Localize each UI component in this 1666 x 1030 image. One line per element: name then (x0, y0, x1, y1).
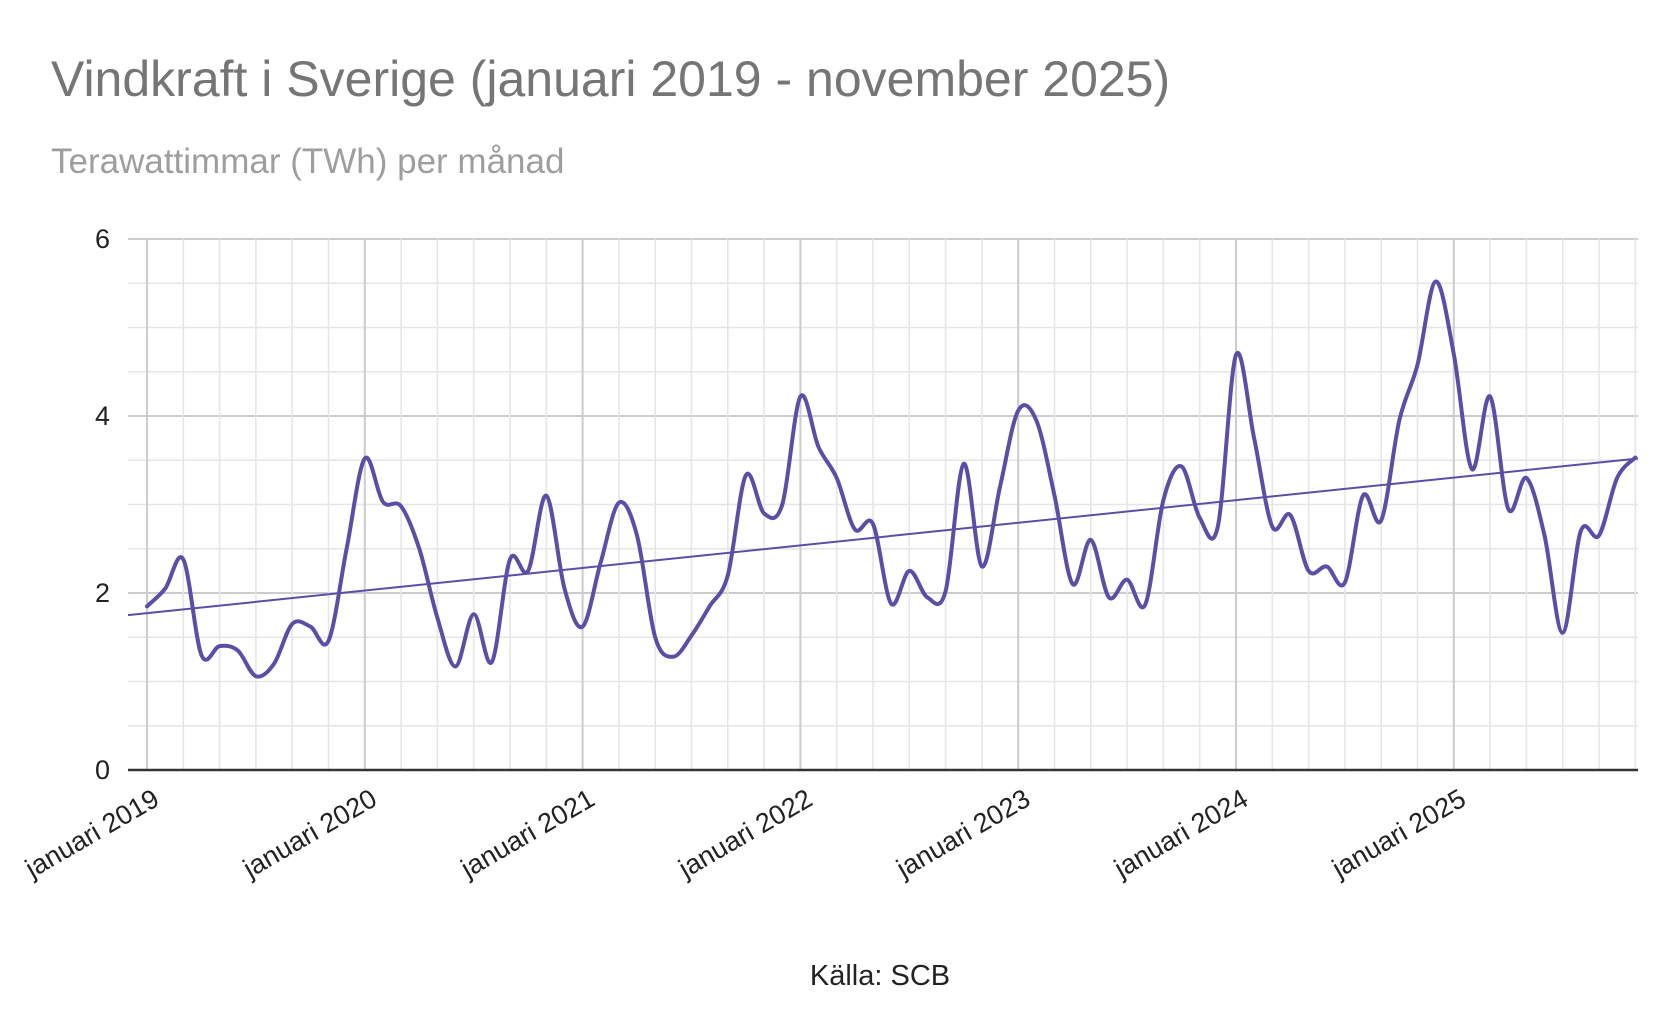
x-tick-label: januari 2019 (19, 783, 164, 884)
x-tick-label: januari 2021 (455, 783, 600, 884)
y-tick-label: 4 (95, 401, 110, 431)
grid-lines (128, 238, 1638, 770)
y-tick-label: 2 (95, 578, 110, 608)
y-axis-labels: 0 2 4 6 (95, 224, 110, 785)
x-tick-label: januari 2024 (1108, 783, 1253, 884)
x-tick-label: januari 2020 (237, 783, 382, 884)
trend-line (127, 457, 1639, 617)
x-axis-labels: januari 2019 januari 2020 januari 2021 janu… (19, 783, 1470, 884)
x-tick-label: januari 2023 (891, 783, 1036, 884)
y-tick-label: 6 (95, 224, 110, 254)
series-line (145, 279, 1638, 679)
chart-subtitle: Terawattimmar (TWh) per månad (51, 142, 565, 181)
chart-title: Vindkraft i Sverige (januari 2019 - nove… (51, 51, 1171, 107)
x-axis-title: Källa: SCB (810, 960, 950, 992)
trendline (127, 457, 1639, 617)
x-tick-label: januari 2022 (673, 783, 818, 884)
y-tick-label: 0 (95, 755, 110, 785)
x-tick-label: januari 2025 (1326, 783, 1471, 884)
wind-power-line (145, 279, 1638, 679)
